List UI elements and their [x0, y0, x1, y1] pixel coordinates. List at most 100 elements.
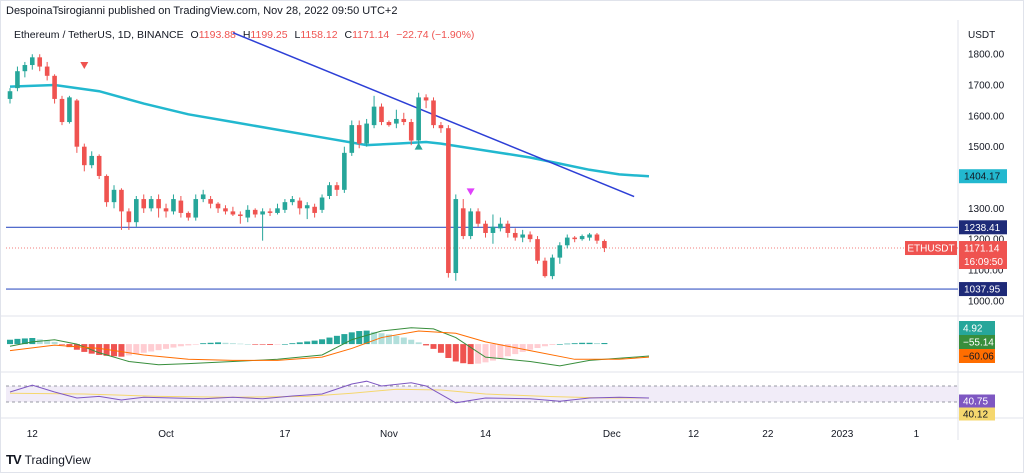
macd-histogram-bar	[415, 342, 422, 345]
macd-histogram-bar	[423, 344, 430, 346]
y-tick-label: 1200.00	[968, 235, 1005, 246]
macd-histogram-bar	[571, 343, 578, 345]
macd-histogram-bar	[118, 344, 125, 357]
rsi-ma-line	[9, 388, 649, 399]
candle-body	[364, 123, 369, 144]
candle-body	[223, 208, 228, 212]
candle-body	[312, 206, 317, 213]
y-tick-label: 1700.00	[968, 81, 1005, 92]
candle-body	[446, 128, 451, 274]
level-tag	[959, 282, 1007, 297]
close-label: C	[344, 29, 353, 41]
current-price-label: 1171.14	[964, 244, 1000, 255]
candle-body	[394, 118, 399, 124]
macd-histogram-bar	[185, 344, 192, 346]
macd-histogram-bar	[371, 331, 378, 345]
candle-body	[134, 199, 139, 223]
macd-histogram-bar	[556, 344, 563, 345]
open-label: O	[190, 29, 199, 41]
macd-histogram-bar	[229, 343, 236, 345]
candle-body	[74, 100, 80, 147]
candle-body	[148, 199, 154, 209]
macd-histogram-bar	[252, 344, 259, 345]
high-label: H	[242, 29, 251, 41]
candle-body	[215, 203, 221, 209]
candle-body	[22, 65, 28, 72]
macd-histogram-bar	[237, 343, 244, 345]
macd-histogram-bar	[341, 334, 348, 345]
candle-body	[498, 223, 503, 229]
candle-body	[52, 75, 57, 99]
macd-histogram-bar	[601, 343, 608, 345]
candle-body	[490, 226, 496, 233]
candle-body	[252, 209, 258, 215]
candle-body	[334, 185, 340, 190]
low-label: L	[294, 29, 301, 41]
y-tick-label: 1300.00	[968, 204, 1005, 215]
candle-body	[304, 205, 310, 209]
y-tick-label: 1800.00	[968, 50, 1005, 61]
candle-body	[193, 199, 199, 218]
candle-body	[423, 97, 429, 101]
macd-histogram-bar	[400, 337, 407, 345]
level-tag-label: 1037.95	[964, 285, 1001, 296]
candle-body	[111, 189, 117, 203]
footer: TV TradingView	[6, 452, 91, 467]
candle-body	[29, 57, 35, 66]
candle-body	[104, 175, 109, 203]
candle-body	[119, 189, 124, 212]
candle-body	[468, 211, 473, 237]
rsi-value-label: 40.75	[963, 397, 988, 408]
tradingview-brand[interactable]: TradingView	[24, 452, 91, 467]
candle-body	[59, 98, 65, 123]
macd-histogram-bar	[437, 344, 444, 353]
candle-body	[505, 223, 511, 233]
macd-histogram-bar	[88, 344, 95, 354]
macd-histogram-bar	[512, 344, 519, 355]
candle-body	[438, 125, 444, 129]
macd-histogram-bar	[192, 344, 199, 345]
macd-signal-line	[9, 330, 650, 361]
candle-body	[67, 97, 72, 123]
close-value: 1171.14	[352, 29, 390, 41]
candle-body	[37, 57, 43, 67]
candle-body	[171, 199, 176, 212]
level-tag-label: 1238.41	[964, 223, 1001, 234]
candle-body	[44, 66, 50, 76]
macd-histogram-bar	[363, 330, 370, 345]
macd-histogram-bar	[244, 344, 251, 345]
macd-histogram-bar	[311, 340, 318, 345]
x-tick-label: 17	[279, 429, 291, 440]
rsi-value-label: 40.12	[963, 410, 988, 421]
candle-body	[260, 211, 265, 215]
macd-histogram-bar	[96, 344, 103, 355]
macd-value-tag	[959, 349, 995, 363]
macd-value-tag	[959, 321, 995, 335]
candle-body	[200, 194, 206, 200]
candle-body	[542, 260, 548, 277]
symbol-name[interactable]: Ethereum / TetherUS, 1D, BINANCE	[14, 29, 184, 41]
candle-body	[431, 100, 436, 126]
candle-body	[186, 212, 191, 218]
low-value: 1158.12	[300, 29, 338, 41]
candle-body	[126, 211, 132, 223]
rsi-line	[9, 380, 649, 404]
candle-body	[7, 91, 13, 99]
candle-body	[238, 214, 243, 217]
macd-histogram-bar	[304, 341, 311, 345]
macd-histogram-bar	[163, 344, 170, 349]
x-tick-label: 12	[688, 429, 700, 440]
symbol-tag-label: ETHUSDT	[907, 244, 954, 255]
x-tick-label: 22	[762, 429, 774, 440]
candle-body	[564, 237, 570, 246]
macd-histogram-bar	[44, 340, 51, 345]
macd-histogram-bar	[207, 342, 214, 345]
countdown-label: 16:09:50	[964, 257, 1003, 268]
candle-body	[230, 211, 236, 215]
macd-histogram-bar	[29, 338, 36, 345]
macd-histogram-bar	[586, 342, 593, 345]
ma-value-label: 1404.17	[964, 172, 1001, 183]
macd-histogram-bar	[333, 335, 340, 345]
candle-body	[408, 122, 414, 141]
